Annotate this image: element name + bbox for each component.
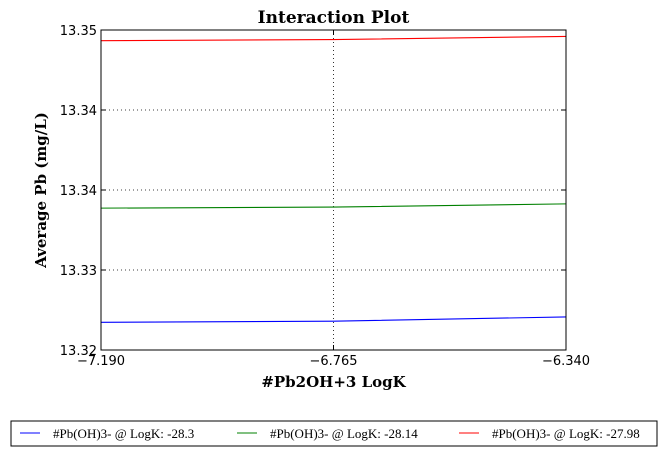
y-tick-label: 13.33 — [60, 264, 97, 279]
x-axis-label: #Pb2OH+3 LogK — [261, 373, 406, 391]
x-tick-label: −6.765 — [309, 354, 357, 369]
legend-label-2: #Pb(OH)3- @ LogK: -28.14 — [270, 426, 418, 441]
series-line-1 — [100, 316, 567, 323]
series-lines — [100, 35, 567, 323]
y-tick-label: 13.34 — [60, 104, 97, 119]
y-tick-label: 13.35 — [60, 24, 97, 39]
legend: #Pb(OH)3- @ LogK: -28.3 #Pb(OH)3- @ LogK:… — [10, 420, 658, 447]
y-tick-label: 13.34 — [60, 184, 97, 199]
legend-label-3: #Pb(OH)3- @ LogK: -27.98 — [492, 426, 640, 441]
series-line-2 — [100, 203, 567, 209]
x-tick-label: −6.340 — [542, 354, 590, 369]
y-axis-label: Average Pb (mg/L) — [32, 112, 50, 269]
y-tick-label: 13.32 — [60, 344, 97, 359]
axis-ticks: −7.190 −6.765 −6.340 13.32 13.33 13.34 13.34 13… — [60, 24, 590, 369]
x-tick-label: −7.190 — [77, 354, 125, 369]
series-line-3 — [100, 35, 567, 42]
grid-lines — [101, 30, 566, 350]
legend-frame — [10, 420, 658, 447]
legend-label-1: #Pb(OH)3- @ LogK: -28.3 — [53, 426, 194, 441]
chart-title: Interaction Plot — [258, 8, 410, 28]
